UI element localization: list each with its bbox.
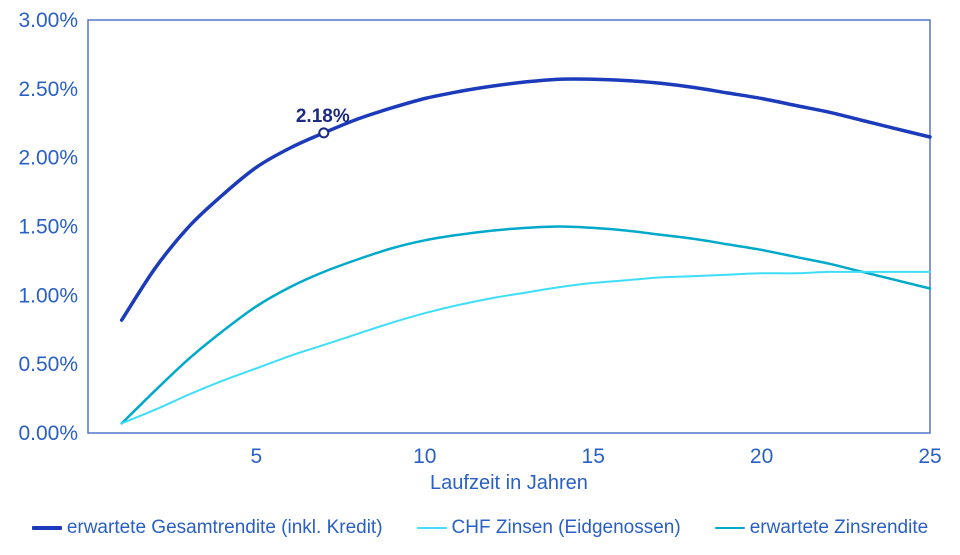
y-tick-label: 3.00%	[18, 9, 78, 32]
legend-label: erwartete Zinsrendite	[749, 517, 929, 538]
y-tick-label: 2.00%	[18, 147, 78, 170]
x-tick-label: 20	[750, 445, 773, 468]
legend-label: CHF Zinsen (Eidgenossen)	[451, 517, 681, 538]
series-line-erwartete-zinsrendite	[120, 225, 932, 425]
x-tick-label: 5	[251, 445, 263, 468]
plot-border	[87, 19, 931, 434]
y-tick-label: 2.50%	[18, 78, 78, 101]
x-tick-label: 15	[582, 445, 605, 468]
line-chart: 3.00% 2.50% 2.00% 1.50% 1.00% 0.50% 0.00% 5 10 15…	[18, 9, 941, 494]
y-tick-label: 1.50%	[18, 216, 78, 239]
legend: erwartete Gesamtrendite (inkl. Kredit) CH…	[0, 512, 960, 544]
legend-item: erwartete Zinsrendite	[714, 517, 929, 539]
y-tick-label: 1.00%	[18, 284, 78, 307]
x-tick-label: 25	[918, 445, 941, 468]
legend-label: erwartete Gesamtrendite (inkl. Kredit)	[66, 517, 383, 538]
legend-item: CHF Zinsen (Eidgenossen)	[416, 517, 681, 539]
legend-swatch	[416, 527, 447, 529]
legend-swatch	[714, 526, 745, 530]
legend-swatch	[31, 526, 62, 530]
x-axis-title: Laufzeit in Jahren	[430, 472, 588, 494]
y-tick-label: 0.00%	[18, 422, 78, 445]
annotation-label: 2.18%	[296, 106, 350, 127]
legend-item: erwartete Gesamtrendite (inkl. Kredit)	[31, 517, 383, 539]
annotation-marker	[318, 127, 330, 139]
x-tick-label: 10	[413, 445, 436, 468]
series-line-erwartete-gesamtrendite-inkl-kredit	[119, 77, 932, 322]
y-tick-label: 0.50%	[18, 353, 78, 376]
series-line-chf-zinsen-eidgenossen	[120, 270, 931, 425]
